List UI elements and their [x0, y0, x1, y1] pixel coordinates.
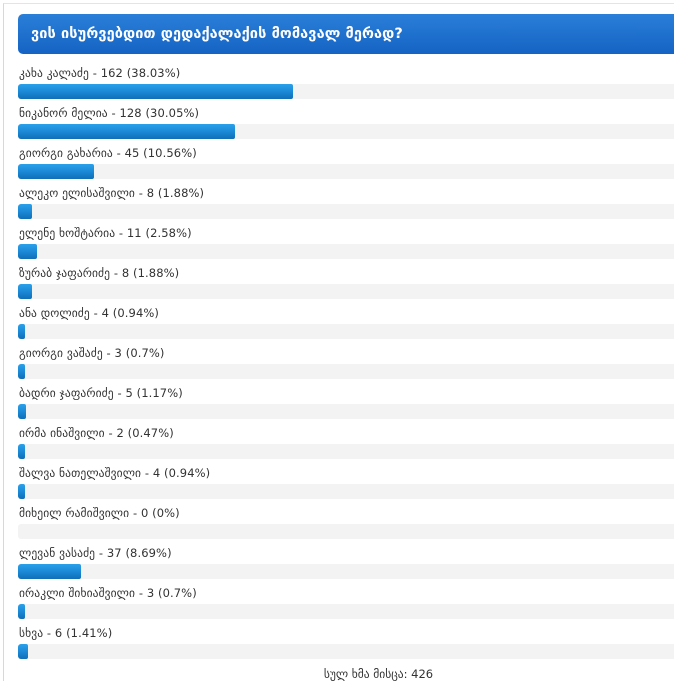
poll-options-list: კახა კალაძე - 162 (38.03%) ნიკანორ მელია … — [18, 65, 674, 665]
poll-option-bar-track — [18, 404, 674, 419]
poll-option-bar-fill — [18, 244, 37, 259]
poll-option-bar-fill — [18, 564, 81, 579]
poll-option-bar-fill — [18, 124, 235, 139]
poll-option-bar-fill — [18, 324, 25, 339]
poll-option-label: შალვა ნათელაშვილი - 4 (0.94%) — [19, 466, 211, 480]
poll-option-label: ნიკანორ მელია - 128 (30.05%) — [19, 106, 200, 120]
poll-option-bar-track — [18, 484, 674, 499]
poll-option-bar-track — [18, 164, 674, 179]
poll-option-label: ანა დოლიძე - 4 (0.94%) — [19, 306, 159, 320]
poll-option-bar-track — [18, 564, 674, 579]
poll-option: ირაკლი შიხიაშვილი - 3 (0.7%) — [18, 585, 674, 625]
poll-option-bar-fill — [18, 84, 293, 99]
poll-option-bar-track — [18, 364, 674, 379]
poll-option-label: ბადრი ჯაფარიძე - 5 (1.17%) — [19, 386, 183, 400]
poll-option-bar-fill — [18, 164, 95, 179]
poll-option-bar-fill — [18, 364, 25, 379]
poll-option-label: ირაკლი შიხიაშვილი - 3 (0.7%) — [19, 586, 197, 600]
poll-header: ვის ისურვებდით დედაქალაქის მომავალ მერად… — [18, 14, 674, 54]
poll-option-bar-fill — [18, 644, 29, 659]
poll-option-bar-fill — [18, 484, 25, 499]
poll-option: ანა დოლიძე - 4 (0.94%) — [18, 305, 674, 345]
poll-option: ალეკო ელისაშვილი - 8 (1.88%) — [18, 185, 674, 225]
poll-option-bar-track — [18, 604, 674, 619]
poll-option-bar-track — [18, 444, 674, 459]
poll-option-label: ალეკო ელისაშვილი - 8 (1.88%) — [19, 186, 205, 200]
poll-option-bar-fill — [18, 604, 25, 619]
poll-option-bar-track — [18, 244, 674, 259]
poll-option: ელენე ხოშტარია - 11 (2.58%) — [18, 225, 674, 265]
poll-option-label: მიხეილ რამიშვილი - 0 (0%) — [19, 506, 180, 520]
poll-option-label: კახა კალაძე - 162 (38.03%) — [19, 66, 181, 80]
poll-option-bar-fill — [18, 204, 32, 219]
total-votes: სულ ხმა მისცა: 426 — [323, 667, 434, 681]
poll-option: ზურაბ ჯაფარიძე - 8 (1.88%) — [18, 265, 674, 305]
poll-option-bar-track — [18, 324, 674, 339]
poll-option-bar-fill — [18, 404, 27, 419]
poll-option-label: სხვა - 6 (1.41%) — [19, 626, 113, 640]
poll-option-bar-track — [18, 84, 674, 99]
poll-option-label: გიორგი ვაშაძე - 3 (0.7%) — [19, 346, 165, 360]
poll-option: ლევან ვასაძე - 37 (8.69%) — [18, 545, 674, 585]
poll-option: გიორგი გახარია - 45 (10.56%) — [18, 145, 674, 185]
poll-option-label: ირმა ინაშვილი - 2 (0.47%) — [19, 426, 174, 440]
poll-option: ბადრი ჯაფარიძე - 5 (1.17%) — [18, 385, 674, 425]
poll-option: კახა კალაძე - 162 (38.03%) — [18, 65, 674, 105]
poll-option-bar-track — [18, 124, 674, 139]
poll-option-bar-track — [18, 644, 674, 659]
poll-option-label: ლევან ვასაძე - 37 (8.69%) — [19, 546, 172, 560]
poll-widget: ვის ისურვებდით დედაქალაქის მომავალ მერად… — [3, 3, 674, 681]
poll-option: მიხეილ რამიშვილი - 0 (0%) — [18, 505, 674, 545]
poll-option-label: ზურაბ ჯაფარიძე - 8 (1.88%) — [19, 266, 180, 280]
poll-option-label: ელენე ხოშტარია - 11 (2.58%) — [19, 226, 192, 240]
poll-option: გიორგი ვაშაძე - 3 (0.7%) — [18, 345, 674, 385]
poll-option-bar-fill — [18, 444, 25, 459]
poll-option: შალვა ნათელაშვილი - 4 (0.94%) — [18, 465, 674, 505]
poll-option-bar-track — [18, 204, 674, 219]
poll-title: ვის ისურვებდით დედაქალაქის მომავალ მერად… — [31, 26, 403, 42]
poll-option-label: გიორგი გახარია - 45 (10.56%) — [19, 146, 197, 160]
poll-option: სხვა - 6 (1.41%) — [18, 625, 674, 665]
poll-option-bar-track — [18, 284, 674, 299]
poll-option-bar-fill — [18, 284, 32, 299]
poll-option: ირმა ინაშვილი - 2 (0.47%) — [18, 425, 674, 465]
poll-option-bar-track — [18, 524, 674, 539]
poll-option: ნიკანორ მელია - 128 (30.05%) — [18, 105, 674, 145]
